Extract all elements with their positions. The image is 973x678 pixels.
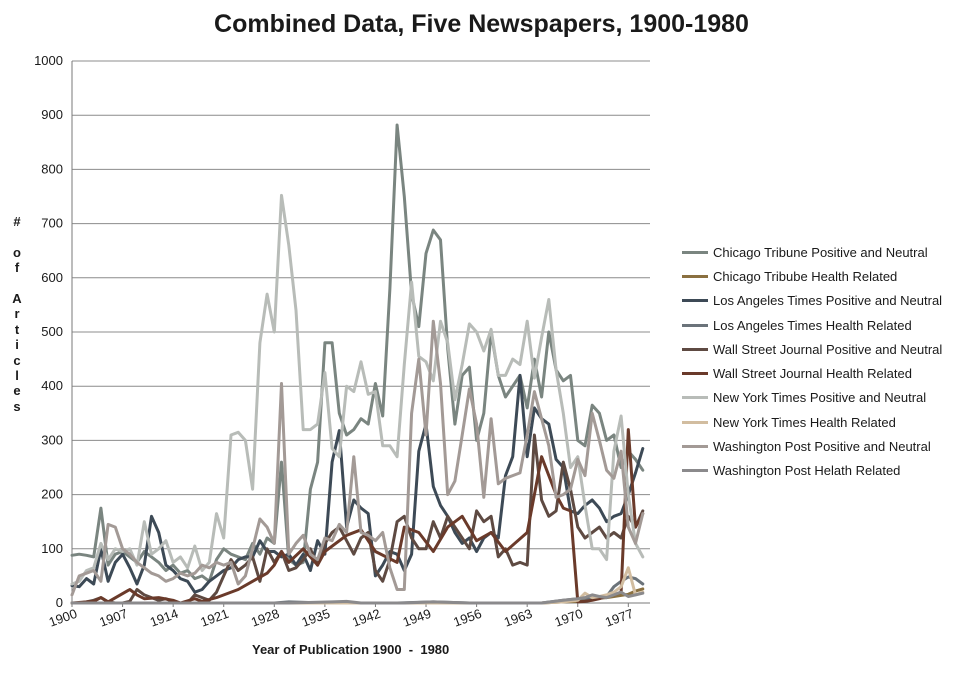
x-tick-label: 1970	[552, 606, 584, 630]
series-line	[70, 319, 645, 597]
y-axis-label-char: i	[15, 337, 19, 353]
y-axis-label-char: r	[14, 306, 20, 322]
legend-item: New York Times Positive and Neutral	[682, 386, 972, 410]
x-tick-label: 1935	[300, 606, 332, 630]
x-tick-label: 1921	[198, 606, 230, 630]
x-tick-label: 1900	[47, 606, 79, 630]
legend-swatch	[682, 420, 708, 424]
y-tick-label: 300	[41, 432, 63, 447]
legend-item: New York Times Health Related	[682, 410, 972, 434]
legend-label: Wall Street Journal Positive and Neutral	[713, 341, 943, 357]
series-line	[70, 193, 645, 586]
y-axis-label-char: c	[13, 352, 21, 368]
x-tick-label: 1963	[502, 606, 534, 630]
legend-item: Los Angeles Times Positive and Neutral	[682, 289, 972, 313]
legend-label: New York Times Positive and Neutral	[713, 390, 927, 406]
y-tick-label: 800	[41, 161, 63, 176]
series-line	[70, 123, 645, 583]
y-axis-label-char: t	[14, 321, 20, 337]
legend-label: Washington Post Helath Related	[713, 463, 901, 479]
x-tick-label: 1949	[401, 606, 433, 630]
legend-item: Los Angeles Times Health Related	[682, 313, 972, 337]
x-tick-label: 1928	[249, 606, 281, 630]
y-axis-label-char: e	[13, 383, 21, 399]
legend-label: New York Times Health Related	[713, 414, 896, 430]
series-lines	[70, 123, 645, 605]
y-tick-label: 100	[41, 541, 63, 556]
legend-swatch	[682, 445, 708, 449]
y-tick-label: 200	[41, 487, 63, 502]
y-tick-label: 700	[41, 216, 63, 231]
legend-label: Chicago Tribube Health Related	[713, 268, 898, 284]
y-tick-label: 400	[41, 378, 63, 393]
legend-item: Wall Street Journal Health Related	[682, 361, 972, 385]
legend-item: Chicago Tribube Health Related	[682, 264, 972, 288]
series-line	[70, 428, 645, 605]
legend-item: Washington Post Positive and Neutral	[682, 434, 972, 458]
legend-label: Wall Street Journal Health Related	[713, 366, 912, 382]
legend-swatch	[682, 469, 708, 473]
legend-swatch	[682, 372, 708, 376]
legend-label: Chicago Tribune Positive and Neutral	[713, 244, 928, 260]
x-tick-label: 1914	[148, 606, 180, 630]
legend-label: Washington Post Positive and Neutral	[713, 439, 931, 455]
legend-item: Chicago Tribune Positive and Neutral	[682, 240, 972, 264]
legend-label: Los Angeles Times Positive and Neutral	[713, 293, 943, 309]
legend-swatch	[682, 250, 708, 254]
y-axis-label-char: A	[12, 290, 22, 306]
y-tick-labels: 0 100 200 300 400 500 600 700 800 900 1000	[34, 53, 63, 610]
y-tick-label: 600	[41, 270, 63, 285]
legend-swatch	[682, 274, 708, 278]
x-axis-label: Year of Publication 1900 - 1980	[252, 642, 450, 657]
series-line	[70, 590, 645, 605]
legend-label: Los Angeles Times Health Related	[713, 317, 912, 333]
x-tick-label: 1977	[603, 606, 635, 630]
y-tick-label: 900	[41, 107, 63, 122]
legend: Chicago Tribune Positive and Neutral Chic…	[682, 240, 972, 483]
x-tick-label: 1907	[97, 606, 129, 630]
y-tick-label: 1000	[34, 53, 63, 68]
chart-title: Combined Data, Five Newspapers, 1900-198…	[214, 10, 749, 38]
legend-swatch	[682, 396, 708, 400]
y-tick-label: 500	[41, 324, 63, 339]
y-axis-label-char: s	[13, 398, 21, 414]
y-axis-label-char: f	[14, 260, 20, 276]
y-tick-label: 0	[56, 595, 63, 610]
legend-item: Wall Street Journal Positive and Neutral	[682, 337, 972, 361]
legend-swatch	[682, 323, 708, 327]
x-tick-label: 1956	[451, 606, 483, 630]
y-axis-label-char: l	[15, 367, 19, 383]
x-tick-labels: 1900 1907 1914 1921 1928 1935 1942 1949 1956 1963…	[47, 606, 636, 630]
y-axis-label-char: #	[13, 214, 21, 229]
y-axis-label-char: o	[13, 244, 21, 260]
x-tick-label: 1942	[350, 606, 382, 630]
legend-item: Washington Post Helath Related	[682, 459, 972, 483]
legend-swatch	[682, 347, 708, 351]
legend-swatch	[682, 299, 708, 303]
